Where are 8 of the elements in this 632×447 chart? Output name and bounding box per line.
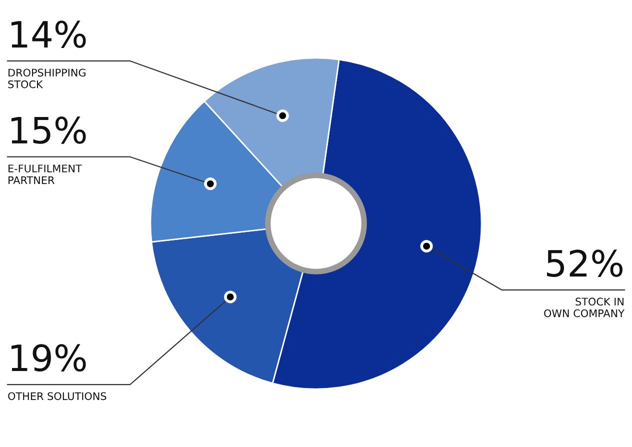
slice-label: OTHER SOLUTIONS: [8, 392, 106, 400]
data-label: 14%: [11, 20, 86, 48]
slice-label: DROPSHIPPING STOCK: [8, 68, 86, 88]
data-label: 52%: [547, 250, 622, 277]
slice-label: STOCK IN OWN COMPANY: [544, 298, 624, 318]
data-label: 19%: [11, 344, 86, 372]
slice-label: E-FULFILMENT PARTNER: [8, 164, 82, 184]
data-label: 15%: [11, 116, 86, 144]
